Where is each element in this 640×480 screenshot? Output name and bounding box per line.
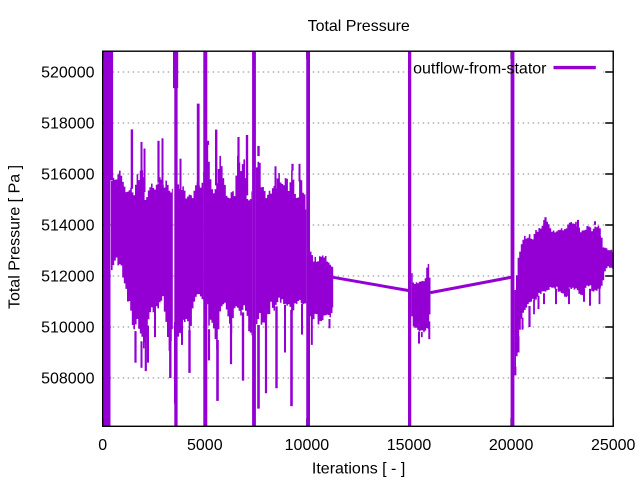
svg-text:514000: 514000 [41, 218, 94, 235]
svg-text:25000: 25000 [591, 437, 636, 454]
svg-text:510000: 510000 [41, 320, 94, 337]
svg-text:10000: 10000 [285, 437, 330, 454]
svg-text:20000: 20000 [489, 437, 534, 454]
svg-text:Iterations [ - ]: Iterations [ - ] [312, 461, 405, 478]
svg-text:520000: 520000 [41, 65, 94, 82]
svg-text:516000: 516000 [41, 167, 94, 184]
svg-text:0: 0 [98, 437, 107, 454]
svg-text:508000: 508000 [41, 371, 94, 388]
svg-text:Total Pressure [ Pa ]: Total Pressure [ Pa ] [6, 165, 23, 309]
svg-text:15000: 15000 [387, 437, 432, 454]
svg-text:5000: 5000 [187, 437, 223, 454]
svg-text:outflow-from-stator: outflow-from-stator [413, 60, 547, 77]
svg-text:512000: 512000 [41, 269, 94, 286]
svg-text:518000: 518000 [41, 116, 94, 133]
svg-text:Total Pressure: Total Pressure [308, 18, 410, 35]
